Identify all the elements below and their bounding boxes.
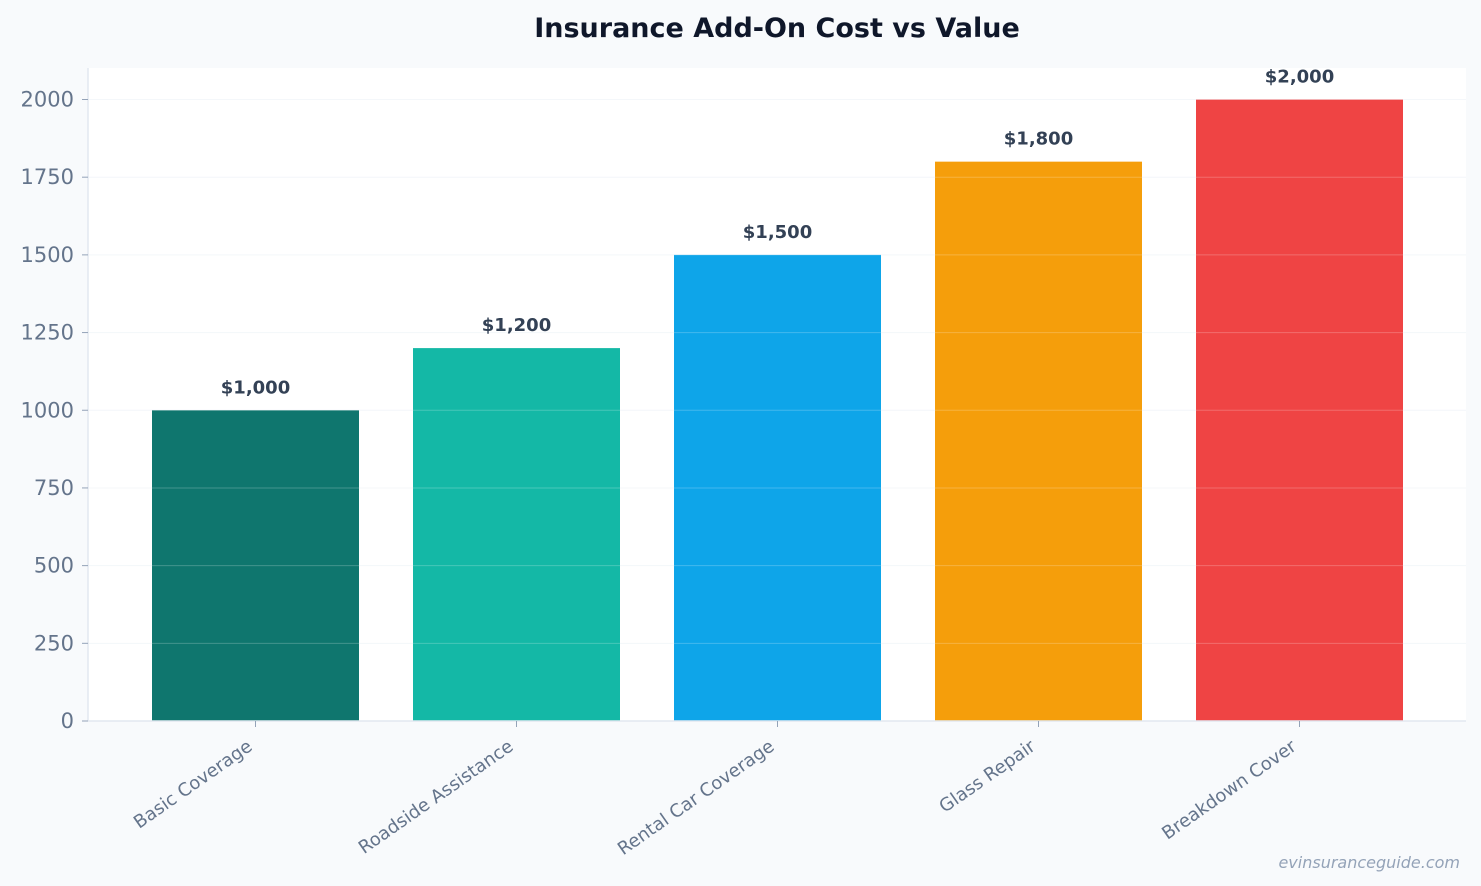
data-labels: $1,000 $1,200 $1,500 $1,800 $2,000: [221, 67, 1334, 399]
x-tick-label: Basic Coverage: [130, 736, 256, 833]
y-tick-label: 0: [61, 709, 74, 733]
y-tick-label: 1000: [21, 398, 74, 422]
y-tick-label: 2000: [21, 88, 74, 112]
y-tick-label: 500: [34, 554, 74, 578]
x-tick-label: Breakdown Cover: [1158, 736, 1301, 845]
data-label: $2,000: [1265, 67, 1334, 88]
bar-breakdown-cover: [1196, 99, 1403, 721]
y-tick-label: 1750: [21, 165, 74, 189]
y-tick-label: 1500: [21, 243, 74, 267]
data-label: $1,500: [743, 222, 812, 243]
x-tick-label: Roadside Assistance: [355, 736, 518, 859]
data-label: $1,000: [221, 377, 290, 398]
y-axis-ticks: 0 250 500 750 1000 1250 1500 1750 2000: [21, 88, 88, 733]
x-tick-label: Rental Car Coverage: [614, 736, 778, 860]
x-tick-label: Glass Repair: [936, 736, 1040, 818]
bar-roadside-assistance: [413, 348, 620, 721]
bar-basic-coverage: [152, 410, 359, 721]
bar-glass-repair: [935, 161, 1142, 721]
gridlines-overlay: [88, 99, 1466, 644]
y-tick-label: 750: [34, 476, 74, 500]
y-tick-label: 1250: [21, 321, 74, 345]
bars: [152, 99, 1403, 721]
y-tick-label: 250: [34, 631, 74, 655]
data-label: $1,200: [482, 315, 551, 336]
bar-rental-car-coverage: [674, 254, 881, 721]
x-axis-ticks: Basic Coverage Roadside Assistance Rental …: [130, 721, 1301, 860]
data-label: $1,800: [1004, 129, 1073, 150]
watermark: evinsuranceguide.com: [1278, 853, 1460, 872]
chart-title: Insurance Add-On Cost vs Value: [534, 13, 1020, 44]
